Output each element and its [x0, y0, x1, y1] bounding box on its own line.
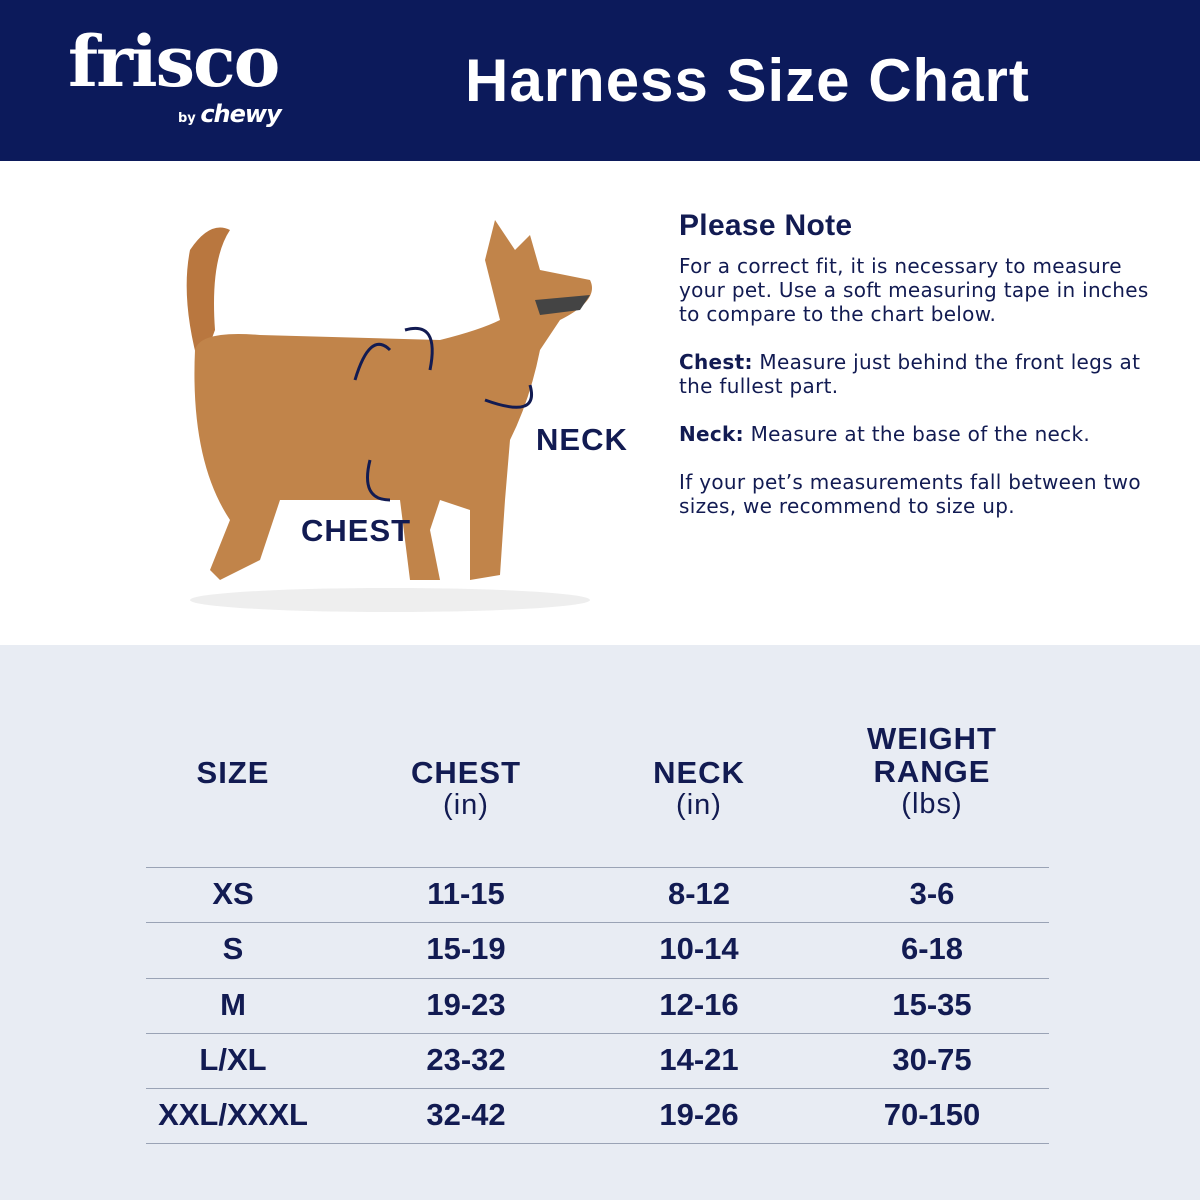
neck-term: Neck: — [679, 422, 744, 446]
table-cell: 15-19 — [346, 931, 586, 967]
logo-by: by — [178, 111, 196, 126]
table-cell: 23-32 — [346, 1042, 586, 1078]
note-chest: Chest: Measure just behind the front leg… — [679, 350, 1149, 398]
table-cell: 30-75 — [812, 1042, 1052, 1078]
table-cell: 6-18 — [812, 931, 1052, 967]
table-row: XS11-158-123-6 — [146, 867, 1049, 922]
logo-text: frisco — [68, 22, 278, 102]
table-row: XXL/XXXL32-4219-2670-150 — [146, 1088, 1049, 1144]
table-row: M19-2312-1615-35 — [146, 978, 1049, 1033]
frisco-logo: frisco by chewy — [68, 22, 278, 102]
table-cell: L/XL — [113, 1042, 353, 1078]
neck-text: Measure at the base of the neck. — [744, 422, 1090, 446]
column-header: NECK(in) — [579, 756, 819, 822]
note-neck: Neck: Measure at the base of the neck. — [679, 422, 1149, 446]
note-between: If your pet’s measurements fall between … — [679, 470, 1149, 518]
page-title: Harness Size Chart — [465, 46, 1030, 115]
table-cell: 19-23 — [346, 987, 586, 1023]
please-note: Please Note For a correct fit, it is nec… — [679, 214, 1149, 542]
table-cell: 11-15 — [346, 876, 586, 912]
table-cell: 15-35 — [812, 987, 1052, 1023]
logo-chewy: chewy — [200, 100, 280, 128]
column-header-label: CHEST — [411, 755, 521, 790]
neck-label: NECK — [536, 422, 628, 458]
logo-sub: by chewy — [178, 100, 281, 128]
table-cell: 12-16 — [579, 987, 819, 1023]
column-header-unit: (in) — [579, 789, 819, 822]
table-cell: S — [113, 931, 353, 967]
table-cell: 70-150 — [812, 1097, 1052, 1133]
table-row: S15-1910-146-18 — [146, 922, 1049, 978]
dog-illustration — [140, 200, 640, 620]
header: frisco by chewy Harness Size Chart — [0, 0, 1200, 161]
table-cell: 19-26 — [579, 1097, 819, 1133]
note-heading: Please Note — [679, 214, 1149, 238]
column-header: SIZE — [113, 756, 353, 789]
table-cell: M — [113, 987, 353, 1023]
note-intro: For a correct fit, it is necessary to me… — [679, 254, 1149, 326]
column-header-label: SIZE — [197, 755, 270, 790]
column-header: CHEST(in) — [346, 756, 586, 822]
column-header-label: NECK — [653, 755, 745, 790]
table-cell: 32-42 — [346, 1097, 586, 1133]
column-header-label: WEIGHT RANGE — [862, 722, 1002, 788]
chest-term: Chest: — [679, 350, 753, 374]
table-row: L/XL23-3214-2130-75 — [146, 1033, 1049, 1088]
column-header-unit: (in) — [346, 789, 586, 822]
table-cell: XXL/XXXL — [113, 1097, 353, 1133]
table-cell: 10-14 — [579, 931, 819, 967]
table-cell: 3-6 — [812, 876, 1052, 912]
column-header-unit: (lbs) — [812, 788, 1052, 821]
table-cell: 8-12 — [579, 876, 819, 912]
chest-label: CHEST — [301, 513, 411, 549]
column-header: WEIGHT RANGE(lbs) — [812, 722, 1052, 821]
table-cell: XS — [113, 876, 353, 912]
table-cell: 14-21 — [579, 1042, 819, 1078]
